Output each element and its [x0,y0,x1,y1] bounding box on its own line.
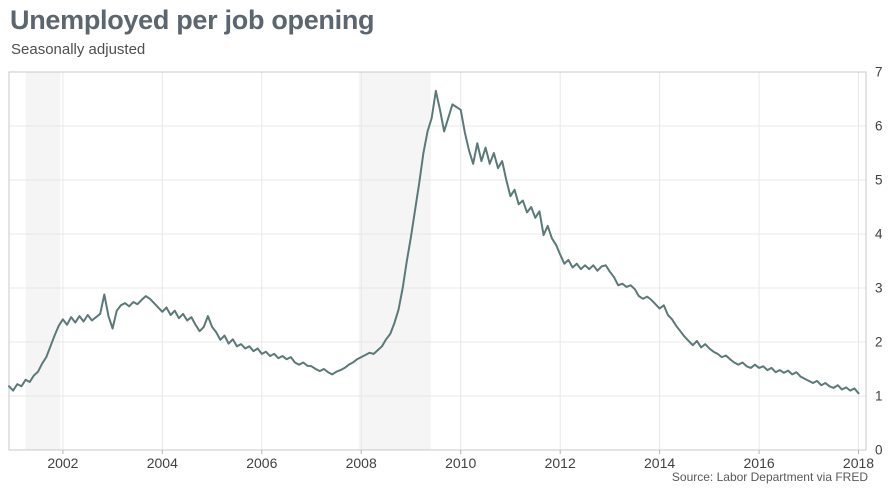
x-axis-label: 2014 [644,455,675,471]
y-axis-label: 4 [875,227,883,242]
x-axis-label: 2004 [147,455,178,471]
y-axis-label: 7 [875,65,883,80]
y-axis-label: 3 [875,281,883,296]
recession-band [25,72,61,450]
x-axis-label: 2016 [744,455,775,471]
x-axis-label: 2006 [246,455,277,471]
data-line [8,89,860,395]
y-axis-label: 6 [875,119,883,134]
x-axis-label: 2018 [843,455,874,471]
x-axis-label: 2002 [47,455,78,471]
y-axis-label: 0 [875,443,883,458]
chart-title: Unemployed per job opening [10,5,375,35]
x-axis-label: 2010 [445,455,476,471]
x-axis-label: 2008 [346,455,377,471]
recession-band [358,72,431,450]
y-axis-label: 1 [875,389,883,404]
x-axis-label: 2012 [545,455,576,471]
plot-border [8,71,867,451]
y-axis-label: 2 [875,335,883,350]
chart-subtitle: Seasonally adjusted [11,41,146,58]
y-axis-label: 5 [875,173,883,188]
source-note: Source: Labor Department via FRED [671,470,868,484]
